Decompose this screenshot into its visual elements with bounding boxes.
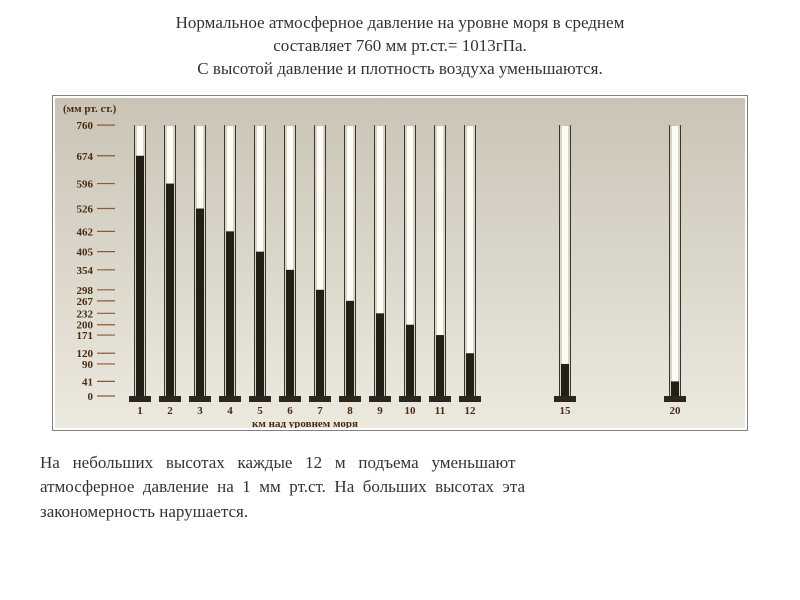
bar-fill — [406, 325, 414, 396]
intro-line1: Нормальное атмосферное давление на уровн… — [176, 13, 625, 32]
bar-fill — [671, 381, 679, 396]
y-tick-label: 267 — [77, 296, 94, 308]
bar-fill — [436, 335, 444, 396]
x-tick-label: 20 — [670, 405, 682, 417]
x-tick-label: 15 — [560, 405, 572, 417]
bar-fill — [316, 290, 324, 396]
x-tick-label: 5 — [257, 405, 263, 417]
y-tick-label: 760 — [77, 120, 94, 132]
bar-base — [339, 396, 361, 402]
bar-fill — [166, 183, 174, 395]
y-tick-label: 462 — [77, 226, 94, 238]
x-tick-label: 9 — [377, 405, 383, 417]
x-tick-label: 6 — [287, 405, 293, 417]
pressure-chart: (мм рт. ст.)0419012017120023226729835440… — [55, 98, 745, 428]
y-tick-label: 232 — [77, 308, 94, 320]
x-tick-label: 8 — [347, 405, 353, 417]
x-tick-label: 3 — [197, 405, 203, 417]
y-axis-label: (мм рт. ст.) — [63, 103, 117, 115]
bar-base — [554, 396, 576, 402]
footnote-line2: атмосферное давление на 1 мм рт.ст. На б… — [40, 477, 525, 496]
x-tick-label: 12 — [465, 405, 477, 417]
bar-base — [459, 396, 481, 402]
x-tick-label: 4 — [227, 405, 233, 417]
footnote-line1: На небольших высотах каждые 12 м подъема… — [40, 453, 515, 472]
x-tick-label: 2 — [167, 405, 173, 417]
y-tick-label: 526 — [77, 203, 94, 215]
bar-base — [429, 396, 451, 402]
bar-fill — [466, 353, 474, 396]
bar-base — [279, 396, 301, 402]
y-tick-label: 90 — [82, 359, 94, 371]
x-tick-label: 10 — [405, 405, 417, 417]
bar-fill — [226, 231, 234, 396]
bar-base — [189, 396, 211, 402]
footnote-line3: закономерность нарушается. — [40, 502, 248, 521]
bar-base — [309, 396, 331, 402]
y-tick-label: 405 — [77, 246, 94, 258]
x-tick-label: 1 — [137, 405, 143, 417]
y-tick-label: 354 — [77, 265, 94, 277]
y-tick-label: 674 — [77, 151, 94, 163]
y-tick-label: 596 — [77, 178, 94, 190]
y-tick-label: 298 — [77, 285, 94, 297]
intro-line3: С высотой давление и плотность воздуха у… — [197, 59, 602, 78]
bar-fill — [196, 208, 204, 395]
bar-base — [129, 396, 151, 402]
chart-frame: (мм рт. ст.)0419012017120023226729835440… — [52, 95, 748, 431]
x-tick-label: 11 — [435, 405, 445, 417]
y-tick-label: 171 — [77, 330, 94, 342]
bar-fill — [561, 364, 569, 396]
bar-base — [219, 396, 241, 402]
bar-fill — [256, 251, 264, 395]
bar-fill — [376, 313, 384, 396]
bar-fill — [136, 156, 144, 396]
intro-line2: составляет 760 мм рт.ст.= 1013гПа. — [273, 36, 527, 55]
y-tick-label: 0 — [88, 391, 94, 403]
y-tick-label: 200 — [77, 320, 94, 332]
y-tick-label: 120 — [77, 348, 94, 360]
bar-fill — [346, 301, 354, 396]
y-tick-label: 41 — [82, 376, 93, 388]
bar-base — [249, 396, 271, 402]
bar-base — [159, 396, 181, 402]
bar-base — [399, 396, 421, 402]
bar-fill — [286, 270, 294, 396]
bar-base — [664, 396, 686, 402]
x-axis-label: км над уровнем моря — [252, 418, 358, 428]
x-tick-label: 7 — [317, 405, 323, 417]
bar-base — [369, 396, 391, 402]
